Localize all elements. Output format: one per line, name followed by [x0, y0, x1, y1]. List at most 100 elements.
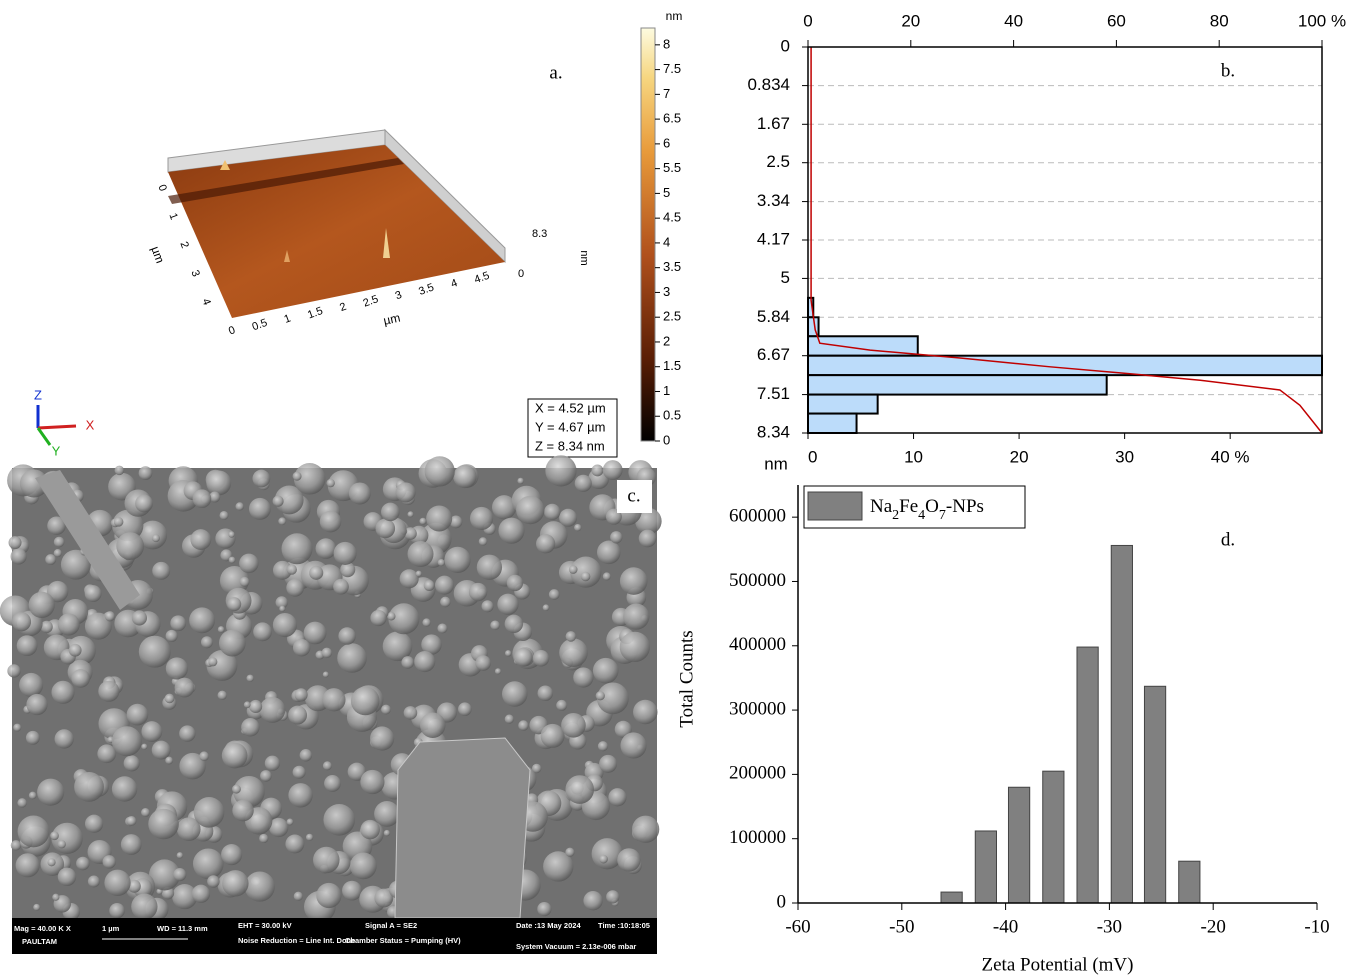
- y-tick-label: 5: [781, 268, 790, 287]
- sem-grain: [57, 867, 77, 887]
- colorbar-tick-label: 7.5: [663, 61, 681, 76]
- cumulative-line: [810, 47, 1323, 434]
- y-tick-label: 0: [777, 891, 787, 912]
- x-tick-label: -20: [1201, 916, 1226, 937]
- x-axis-label: Zeta Potential (mV): [982, 954, 1134, 975]
- sem-grain: [342, 880, 362, 901]
- x-tick-label: -30: [1097, 916, 1122, 937]
- sem-grain: [10, 548, 27, 565]
- sem-grain: [222, 870, 249, 897]
- sem-grain: [7, 664, 21, 678]
- sem-grain: [292, 638, 311, 657]
- sem-grain: [556, 699, 568, 711]
- sem-info: System Vacuum = 2.13e-006 mbar: [516, 942, 636, 951]
- sem-grain: [620, 732, 647, 759]
- sem-grain: [449, 515, 463, 529]
- gizmo-label: Z: [34, 387, 42, 402]
- sem-grain: [475, 655, 491, 671]
- afm-z-unit: nm: [578, 250, 590, 265]
- sem-grain: [116, 532, 144, 560]
- afm-tick-label: 2.5: [362, 293, 380, 310]
- sem-grain: [239, 553, 259, 574]
- sem-grain: [374, 800, 400, 827]
- sem-grain: [333, 578, 349, 595]
- bar: [1178, 860, 1201, 904]
- sem-grain: [403, 706, 418, 720]
- sem-grain: [504, 650, 512, 657]
- afm-tick-label: 3: [188, 269, 201, 279]
- bar: [940, 891, 963, 904]
- sem-grain: [141, 721, 163, 742]
- x2-tick-label: 40: [1004, 11, 1023, 30]
- sem-grain: [516, 495, 545, 525]
- sem-grain: [233, 775, 265, 808]
- y-tick-label: 2.5: [766, 152, 790, 171]
- gizmo-x: [37, 424, 77, 430]
- sem-grain: [179, 725, 196, 742]
- sem-grain: [326, 478, 335, 488]
- sem-grain: [422, 618, 431, 627]
- sem-info: Signal A = SE2: [365, 921, 417, 930]
- x-tick-label: 0: [808, 447, 817, 466]
- y-tick-label: 7.51: [757, 384, 790, 403]
- afm-x-unit: µm: [382, 311, 401, 328]
- sem-grain: [437, 623, 448, 634]
- sem-grain: [104, 869, 131, 896]
- sem-grain: [52, 893, 60, 901]
- afm-spike: [284, 250, 290, 262]
- sem-grain: [574, 474, 592, 492]
- sem-grain: [126, 703, 149, 726]
- colorbar-tick-label: 0.5: [663, 408, 681, 423]
- sem-grain: [84, 585, 102, 603]
- sem-grain: [419, 517, 427, 525]
- gizmo-label: Y: [52, 443, 61, 458]
- sem-grain: [232, 799, 254, 822]
- legend-swatch: [807, 491, 863, 521]
- sem-grain: [135, 494, 153, 513]
- sem-grain: [565, 631, 577, 642]
- sem-grain: [217, 690, 227, 700]
- sem-grain: [172, 883, 198, 910]
- afm-info: X = 4.52 µm: [535, 400, 606, 415]
- sem-grain: [206, 470, 232, 496]
- colorbar-tick-label: 8: [663, 36, 670, 51]
- sem-grain: [152, 561, 171, 580]
- sem-grain: [399, 569, 419, 589]
- sem-grain: [340, 562, 356, 578]
- afm-tick-label: 4.5: [473, 270, 491, 287]
- sem-grain: [423, 580, 435, 591]
- sem-grain: [98, 680, 120, 702]
- sem-grain: [440, 596, 451, 608]
- sem-grain: [631, 815, 660, 843]
- sem-grain: [114, 465, 125, 476]
- sem-grain: [208, 657, 218, 667]
- sem-grain: [219, 511, 229, 520]
- sem-grain: [170, 615, 187, 632]
- sem-grain: [17, 815, 50, 848]
- sem-grain: [231, 784, 241, 794]
- sem-grain: [595, 691, 605, 701]
- colorbar-tick-label: 4.5: [663, 210, 681, 225]
- sem-grain: [123, 755, 140, 772]
- sem-grain: [337, 643, 367, 673]
- bar: [807, 374, 1108, 396]
- sem-grain: [120, 834, 142, 855]
- sem-grain: [435, 575, 454, 595]
- sem-grain: [248, 497, 271, 520]
- sem-grain: [638, 529, 657, 548]
- sem-grain: [531, 763, 542, 774]
- y-tick-label: 400000: [729, 634, 786, 655]
- sem-grain: [26, 693, 48, 716]
- sem-info: EHT = 30.00 kV: [238, 921, 292, 930]
- sem-grain: [537, 901, 552, 917]
- sem-grain: [190, 529, 212, 550]
- sem-grain: [191, 884, 211, 903]
- sem-grain: [209, 491, 221, 503]
- sem-grain: [293, 463, 326, 495]
- sem-grain: [478, 537, 488, 546]
- sem-grain: [506, 574, 524, 592]
- y-tick-label: 500000: [729, 570, 786, 591]
- sem-grain: [221, 844, 243, 866]
- sem-grain: [84, 612, 112, 640]
- sem-grain: [16, 635, 38, 657]
